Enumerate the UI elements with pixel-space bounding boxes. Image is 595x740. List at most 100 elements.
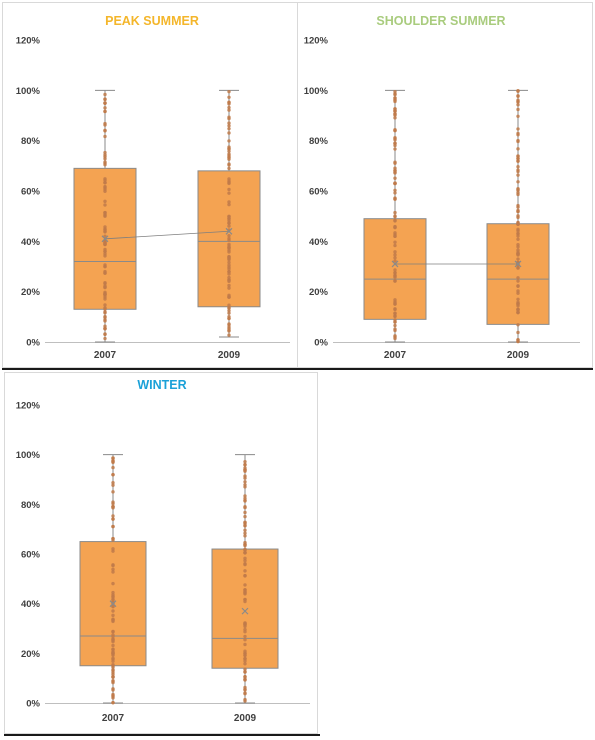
y-tick-label: 120% <box>16 401 41 412</box>
data-point <box>393 166 397 170</box>
data-point <box>516 191 520 195</box>
data-point <box>111 524 115 529</box>
data-point <box>111 517 115 521</box>
mean-marker <box>109 600 117 608</box>
data-point <box>227 131 231 135</box>
data-point <box>243 697 247 702</box>
data-point <box>111 647 115 652</box>
data-point <box>243 662 247 666</box>
data-point <box>227 311 231 315</box>
data-point <box>111 609 115 613</box>
y-tick-label: 100% <box>304 86 329 97</box>
data-point <box>243 514 247 519</box>
data-point <box>111 634 115 639</box>
data-point <box>516 209 520 214</box>
y-tick-label: 0% <box>314 338 328 349</box>
data-point <box>111 618 115 623</box>
data-point <box>243 634 247 639</box>
data-point <box>111 536 115 541</box>
data-point <box>243 528 247 532</box>
data-point <box>111 672 115 677</box>
data-point <box>393 191 397 195</box>
chart-title: WINTER <box>137 378 186 392</box>
data-point <box>393 111 397 116</box>
y-tick-label: 80% <box>21 500 41 511</box>
data-point <box>227 121 231 125</box>
data-point <box>103 92 107 97</box>
data-point <box>516 229 520 233</box>
data-point <box>227 221 231 225</box>
data-point <box>103 285 107 289</box>
data-point <box>103 227 107 232</box>
mean-marker <box>391 260 399 268</box>
data-point <box>243 687 247 691</box>
data-point <box>111 639 115 644</box>
data-point <box>393 116 397 120</box>
data-point <box>111 465 115 470</box>
data-point <box>393 176 397 180</box>
data-point <box>516 165 520 169</box>
data-point <box>393 231 397 235</box>
data-point <box>243 678 247 682</box>
data-point <box>243 637 247 642</box>
separator-line-bottom <box>4 734 320 736</box>
data-point <box>227 326 231 331</box>
data-point <box>227 202 231 207</box>
data-point <box>393 259 397 263</box>
data-point <box>111 595 115 599</box>
data-point <box>103 134 107 139</box>
data-point <box>393 215 397 219</box>
data-point <box>393 141 397 146</box>
x-tick-label: 2009 <box>218 350 241 361</box>
data-point <box>393 147 397 151</box>
data-point <box>103 234 107 238</box>
data-point <box>516 100 520 104</box>
data-point <box>393 89 397 94</box>
data-point <box>103 303 107 307</box>
chart-title: PEAK SUMMER <box>105 14 199 28</box>
data-point <box>111 490 115 494</box>
data-point <box>111 700 115 705</box>
y-tick-label: 20% <box>309 287 329 298</box>
data-point <box>111 667 115 672</box>
data-point <box>243 597 247 602</box>
data-point <box>227 126 231 131</box>
data-point <box>227 305 231 310</box>
x-tick-label: 2007 <box>384 350 407 361</box>
data-point <box>103 271 107 275</box>
data-point <box>393 336 397 341</box>
data-point <box>516 107 520 112</box>
data-point <box>111 570 115 574</box>
data-point <box>111 481 115 485</box>
data-point <box>243 569 247 573</box>
data-point <box>516 234 520 238</box>
data-point <box>227 105 231 110</box>
y-tick-label: 60% <box>21 187 41 198</box>
data-point <box>393 181 397 186</box>
data-point <box>516 187 520 192</box>
data-point <box>243 562 247 566</box>
data-point <box>111 656 115 661</box>
data-point <box>516 215 520 220</box>
data-point <box>243 675 247 679</box>
data-point <box>393 161 397 165</box>
data-point <box>227 254 231 259</box>
y-tick-label: 100% <box>16 86 41 97</box>
data-point <box>243 589 247 594</box>
data-point <box>243 520 247 524</box>
data-point <box>227 333 231 337</box>
data-point <box>516 114 520 118</box>
data-point <box>243 657 247 661</box>
data-point <box>227 257 231 262</box>
data-point <box>111 664 115 668</box>
data-point <box>103 128 107 132</box>
data-point <box>516 243 520 247</box>
data-point <box>243 551 247 555</box>
data-point <box>393 320 397 324</box>
data-point <box>103 121 107 126</box>
data-point <box>227 181 231 186</box>
y-tick-label: 100% <box>16 450 41 461</box>
data-point <box>103 324 107 328</box>
data-point <box>111 483 115 487</box>
data-point <box>103 199 107 204</box>
